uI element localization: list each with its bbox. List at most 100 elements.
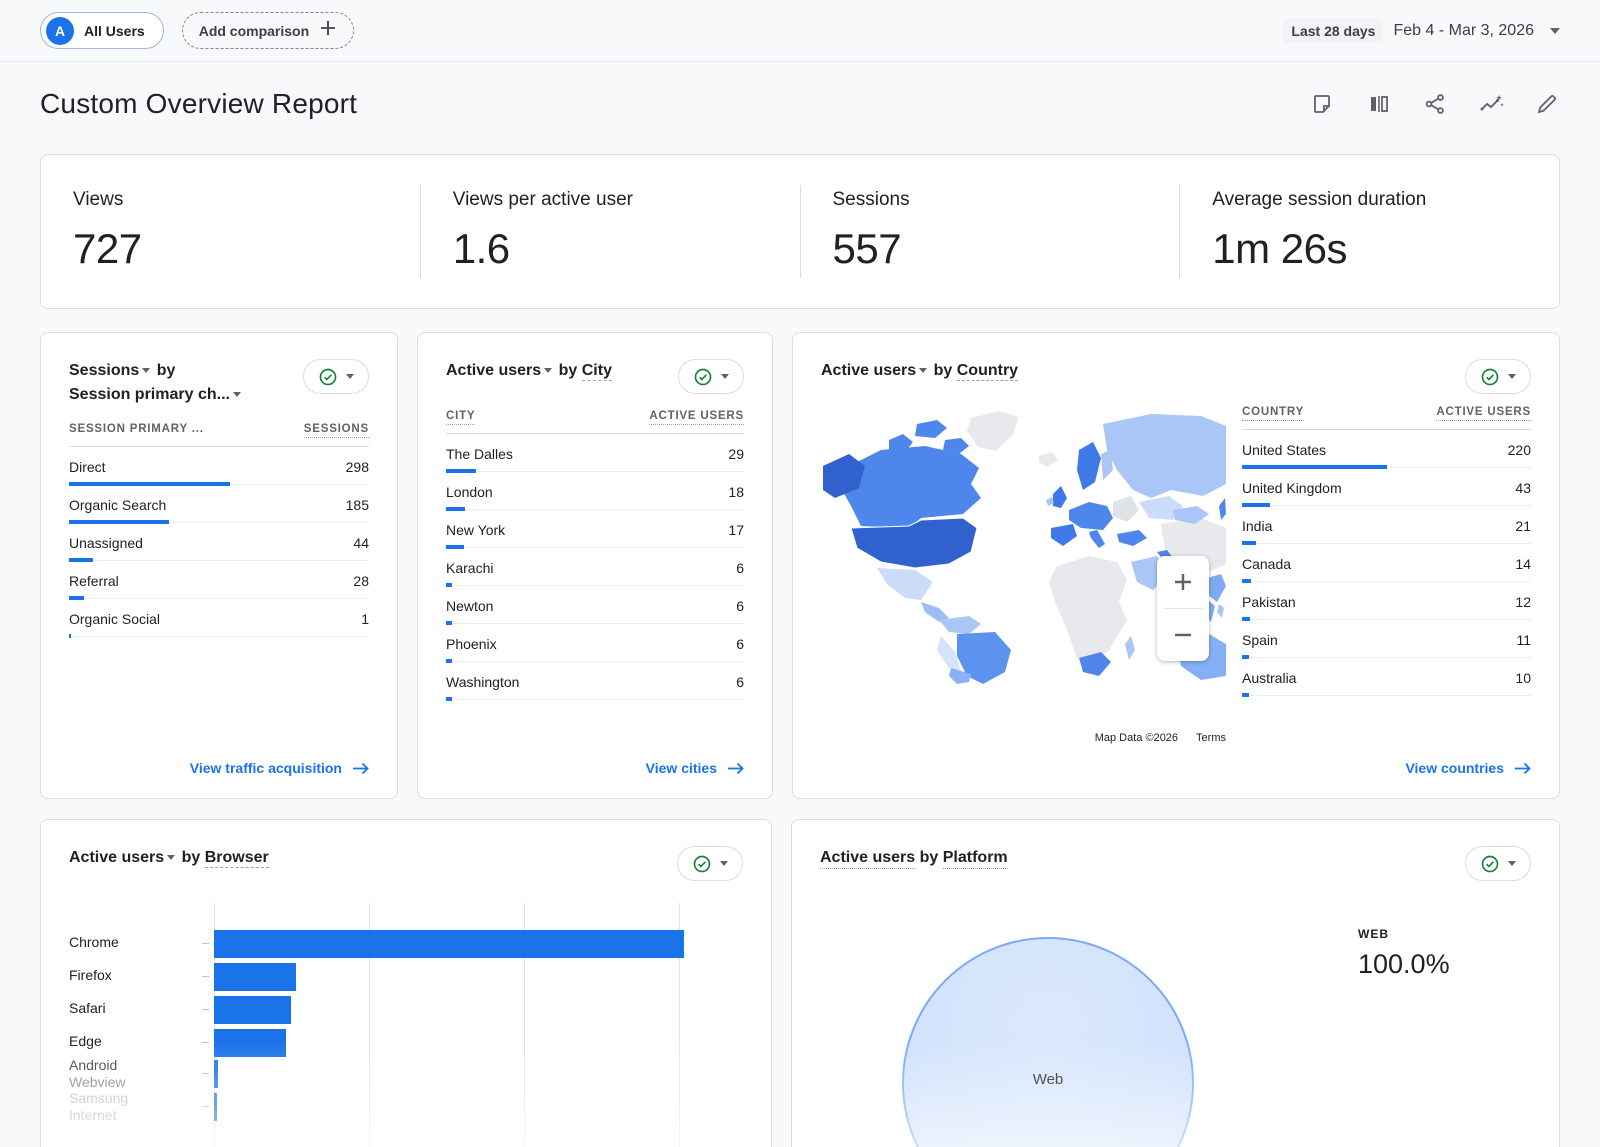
metric-selector[interactable]: Active users (446, 362, 554, 379)
axis-tick (202, 1009, 209, 1010)
metric-column-header[interactable]: ACTIVE USERS (649, 410, 744, 425)
row-divider (69, 520, 369, 524)
scorecard-session-duration: Average session duration 1m 26s (1179, 185, 1559, 278)
map-terms-link[interactable]: Terms (1196, 732, 1226, 744)
row-value: 298 (345, 458, 369, 475)
add-comparison-label: Add comparison (198, 22, 310, 39)
insights-icon[interactable] (1478, 91, 1504, 117)
add-comparison-button[interactable]: Add comparison (181, 12, 355, 49)
bar (214, 963, 296, 991)
row-bar (446, 545, 464, 549)
dimension-selector[interactable]: Session primary ch... (69, 386, 243, 403)
arrow-right-icon (728, 762, 744, 774)
metric-selector[interactable]: Active users (821, 362, 929, 379)
by-text: by (181, 849, 201, 866)
date-range-selector[interactable]: Last 28 days Feb 4 - Mar 3, 2026 (1283, 18, 1560, 43)
bar (214, 1093, 218, 1121)
row-value: 28 (353, 572, 369, 589)
legend-value: 100.0% (1358, 949, 1450, 979)
row-value: 21 (1515, 517, 1531, 534)
chart-plot-area (214, 903, 745, 1147)
caret-down-icon (346, 374, 354, 379)
dimension-selector[interactable]: Browser (204, 849, 269, 868)
bar-row: Safari (69, 995, 743, 1025)
row-bar (69, 520, 169, 524)
row-divider (446, 469, 744, 473)
report-toolbar (1310, 91, 1560, 117)
note-icon[interactable] (1310, 91, 1336, 117)
caret-down-icon (232, 391, 241, 397)
data-quality-button[interactable] (1465, 846, 1531, 881)
share-icon[interactable] (1422, 91, 1448, 117)
row-value: 1 (361, 610, 369, 627)
map-zoom-out-button[interactable] (1157, 609, 1209, 661)
edit-icon[interactable] (1534, 91, 1560, 117)
scorecard-views-per-user: Views per active user 1.6 (419, 185, 800, 278)
metric-selector[interactable]: Active users (69, 849, 177, 866)
gridline (679, 903, 681, 1147)
dimension-column-header[interactable]: COUNTRY (1242, 406, 1305, 421)
data-quality-button[interactable] (303, 359, 369, 394)
row-bar (1242, 541, 1256, 545)
row-label: Direct (69, 458, 106, 475)
axis-tick (202, 1106, 209, 1107)
dimension-selector[interactable]: City (581, 362, 612, 381)
row-label: Phoenix (446, 635, 497, 652)
caret-down-icon (1508, 374, 1516, 379)
row-label: Unassigned (69, 534, 143, 551)
scorecard-label: Views (73, 189, 124, 210)
axis-tick (202, 1042, 209, 1043)
scorecard-label: Sessions (832, 189, 910, 210)
table-row: Canada 14 (1242, 544, 1531, 583)
scorecard-value: 1.6 (452, 225, 510, 272)
all-users-segment-chip[interactable]: A All Users (40, 12, 164, 49)
metric-column-header[interactable]: SESSIONS (303, 423, 369, 438)
comparison-icon[interactable] (1366, 91, 1392, 117)
table-row: Spain 11 (1242, 620, 1531, 659)
card-title: Active users by City (446, 359, 612, 383)
data-quality-button[interactable] (678, 359, 744, 394)
bar (214, 930, 684, 958)
segment-label: All Users (84, 22, 145, 39)
map-zoom-in-button[interactable] (1157, 556, 1209, 608)
caret-down-icon (167, 854, 176, 860)
bar (214, 1060, 219, 1088)
row-value: 6 (736, 559, 744, 576)
minus-icon (1175, 633, 1191, 637)
check-circle-icon (693, 855, 711, 872)
row-bar (69, 596, 84, 600)
table-body: Direct 298 Organic Search 185 Unassigned 44… (69, 447, 369, 638)
table-body: United States 220 United Kingdom 43 India 2… (1242, 430, 1531, 697)
gridline (369, 903, 371, 1147)
row-value: 44 (353, 534, 369, 551)
arrow-right-icon (1515, 762, 1531, 774)
view-countries-link[interactable]: View countries (1405, 760, 1531, 776)
table-header: SESSION PRIMARY ... SESSIONS (69, 423, 369, 447)
dimension-selector[interactable]: Platform (942, 849, 1008, 869)
dimension-selector[interactable]: Country (956, 362, 1019, 381)
caret-down-icon (142, 367, 151, 373)
metric-column-header[interactable]: ACTIVE USERS (1436, 406, 1531, 421)
row-bar (446, 469, 477, 473)
view-traffic-acquisition-link[interactable]: View traffic acquisition (190, 760, 369, 776)
data-quality-button[interactable] (1465, 359, 1531, 394)
row-bar (446, 697, 453, 701)
active-users-by-city-card: Active users by City CITY ACTIVE USERS T… (417, 332, 773, 799)
row-divider (446, 545, 744, 549)
axis-tick (202, 943, 209, 944)
metric-selector[interactable]: Active users (820, 849, 916, 869)
top-bar: A All Users Add comparison Last 28 days … (0, 0, 1600, 62)
row-value: 6 (736, 635, 744, 652)
row-label: Canada (1242, 555, 1292, 572)
cards-row-top: Sessions by Session primary ch... SESSIO… (40, 332, 1560, 799)
dimension-column-header[interactable]: CITY (446, 410, 476, 425)
data-quality-button[interactable] (677, 846, 743, 881)
metric-selector[interactable]: Sessions (69, 362, 152, 379)
row-bar (1242, 693, 1249, 697)
row-value: 12 (1515, 593, 1531, 610)
view-cities-link[interactable]: View cities (646, 760, 744, 776)
row-bar (446, 659, 453, 663)
sessions-by-channel-card: Sessions by Session primary ch... SESSIO… (40, 332, 398, 799)
table-row: The Dalles 29 (446, 434, 744, 473)
table-row: Washington 6 (446, 662, 744, 701)
